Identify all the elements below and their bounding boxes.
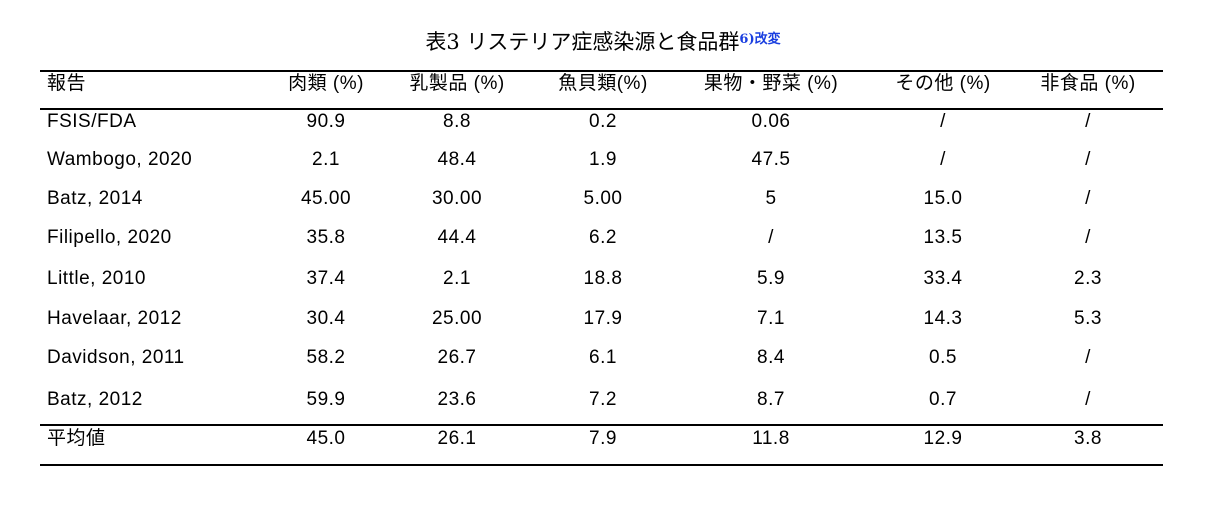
row-label: Havelaar, 2012 bbox=[47, 308, 182, 329]
table-cell: 15.0 bbox=[923, 188, 963, 209]
table-cell: / bbox=[940, 149, 946, 170]
table-cell: / bbox=[1085, 111, 1091, 132]
table-cell: 30.4 bbox=[306, 308, 346, 329]
table-row: Little, 2010 37.4 2.1 18.8 5.9 33.4 2.3 bbox=[0, 264, 1206, 294]
row-label: Little, 2010 bbox=[47, 268, 146, 289]
table-cell: 5 bbox=[765, 188, 777, 209]
header-rule bbox=[40, 108, 1163, 110]
table-title: 表3 リステリア症感染源と食品群6)改変 bbox=[0, 26, 1206, 56]
table-cell: 0.06 bbox=[751, 111, 791, 132]
table-cell: / bbox=[1085, 227, 1091, 248]
table-cell: / bbox=[1085, 149, 1091, 170]
table-row: Havelaar, 2012 30.4 25.00 17.9 7.1 14.3 5.3 bbox=[0, 304, 1206, 334]
row-label: 報告 bbox=[47, 73, 87, 94]
table-row: Batz, 2012 59.9 23.6 7.2 8.7 0.7 / bbox=[0, 385, 1206, 415]
row-label: Batz, 2014 bbox=[47, 188, 143, 209]
table-cell: 0.7 bbox=[929, 389, 957, 410]
table-row: FSIS/FDA 90.9 8.8 0.2 0.06 / / bbox=[0, 107, 1206, 137]
table-cell: 6.2 bbox=[589, 227, 617, 248]
table-cell: 2.1 bbox=[312, 149, 340, 170]
table-cell: 魚貝類(%) bbox=[558, 73, 648, 94]
table-cell: 0.2 bbox=[589, 111, 617, 132]
table-cell: / bbox=[1085, 389, 1091, 410]
bottom-rule bbox=[40, 464, 1163, 466]
table-header: 報告 肉類 (%) 乳製品 (%) 魚貝類(%) 果物・野菜 (%) その他 (%) 非食品… bbox=[0, 69, 1206, 99]
table-cell: 果物・野菜 (%) bbox=[703, 73, 839, 94]
table-cell: 5.00 bbox=[583, 188, 623, 209]
table-cell: 35.8 bbox=[306, 227, 346, 248]
table-cell: 30.00 bbox=[431, 188, 483, 209]
table-cell: 18.8 bbox=[583, 268, 623, 289]
row-label: Davidson, 2011 bbox=[47, 347, 185, 368]
table-cell: 7.1 bbox=[757, 308, 785, 329]
reference-link[interactable]: 6)改変 bbox=[739, 32, 781, 47]
table-cell: / bbox=[940, 111, 946, 132]
table-cell: 44.4 bbox=[437, 227, 477, 248]
title-text: 表3 リステリア症感染源と食品群 bbox=[425, 30, 740, 54]
table-cell: 14.3 bbox=[923, 308, 963, 329]
table-cell: 5.9 bbox=[757, 268, 785, 289]
table-cell: 乳製品 (%) bbox=[409, 73, 505, 94]
table-cell: / bbox=[768, 227, 774, 248]
table-cell: 2.1 bbox=[443, 268, 471, 289]
table-cell: 33.4 bbox=[923, 268, 963, 289]
average-rule bbox=[40, 424, 1163, 426]
table-cell: 47.5 bbox=[751, 149, 791, 170]
average-row: 平均値 45.0 26.1 7.9 11.8 12.9 3.8 bbox=[0, 424, 1206, 454]
table-cell: 3.8 bbox=[1074, 428, 1102, 449]
table-cell: 8.8 bbox=[443, 111, 471, 132]
table-cell: その他 (%) bbox=[895, 73, 991, 94]
table-cell: 11.8 bbox=[752, 428, 790, 449]
table-cell: 26.7 bbox=[437, 347, 477, 368]
table-cell: 37.4 bbox=[306, 268, 346, 289]
table-cell: 45.00 bbox=[300, 188, 352, 209]
table-row: Wambogo, 2020 2.1 48.4 1.9 47.5 / / bbox=[0, 145, 1206, 175]
table-cell: 8.4 bbox=[757, 347, 785, 368]
table-cell: 26.1 bbox=[437, 428, 477, 449]
table-cell: 6.1 bbox=[589, 347, 617, 368]
table-cell: 7.9 bbox=[589, 428, 617, 449]
table-cell: 非食品 (%) bbox=[1040, 73, 1136, 94]
table-cell: 8.7 bbox=[757, 389, 785, 410]
row-label: Wambogo, 2020 bbox=[47, 149, 193, 170]
top-rule bbox=[40, 70, 1163, 72]
table-cell: 58.2 bbox=[306, 347, 346, 368]
table-cell: 90.9 bbox=[306, 111, 346, 132]
table-cell: / bbox=[1085, 188, 1091, 209]
table-cell: 7.2 bbox=[589, 389, 617, 410]
table-cell: 23.6 bbox=[437, 389, 477, 410]
table-cell: 17.9 bbox=[583, 308, 623, 329]
table-cell: 12.9 bbox=[923, 428, 963, 449]
table-cell: 1.9 bbox=[589, 149, 617, 170]
table-row: Filipello, 2020 35.8 44.4 6.2 / 13.5 / bbox=[0, 223, 1206, 253]
table-cell: 0.5 bbox=[929, 347, 957, 368]
table-cell: 48.4 bbox=[437, 149, 477, 170]
row-label: Filipello, 2020 bbox=[47, 227, 172, 248]
table-cell: 5.3 bbox=[1074, 308, 1102, 329]
table-cell: 肉類 (%) bbox=[288, 73, 364, 94]
table-cell: 13.5 bbox=[923, 227, 963, 248]
table-cell: 45.0 bbox=[306, 428, 346, 449]
row-label: Batz, 2012 bbox=[47, 389, 143, 410]
table-row: Davidson, 2011 58.2 26.7 6.1 8.4 0.5 / bbox=[0, 343, 1206, 373]
row-label: FSIS/FDA bbox=[47, 111, 137, 132]
table-cell: 25.00 bbox=[431, 308, 483, 329]
table-cell: 59.9 bbox=[306, 389, 346, 410]
table-cell: / bbox=[1085, 347, 1091, 368]
table-row: Batz, 2014 45.00 30.00 5.00 5 15.0 / bbox=[0, 184, 1206, 214]
row-label: 平均値 bbox=[47, 428, 106, 449]
table-cell: 2.3 bbox=[1074, 268, 1102, 289]
